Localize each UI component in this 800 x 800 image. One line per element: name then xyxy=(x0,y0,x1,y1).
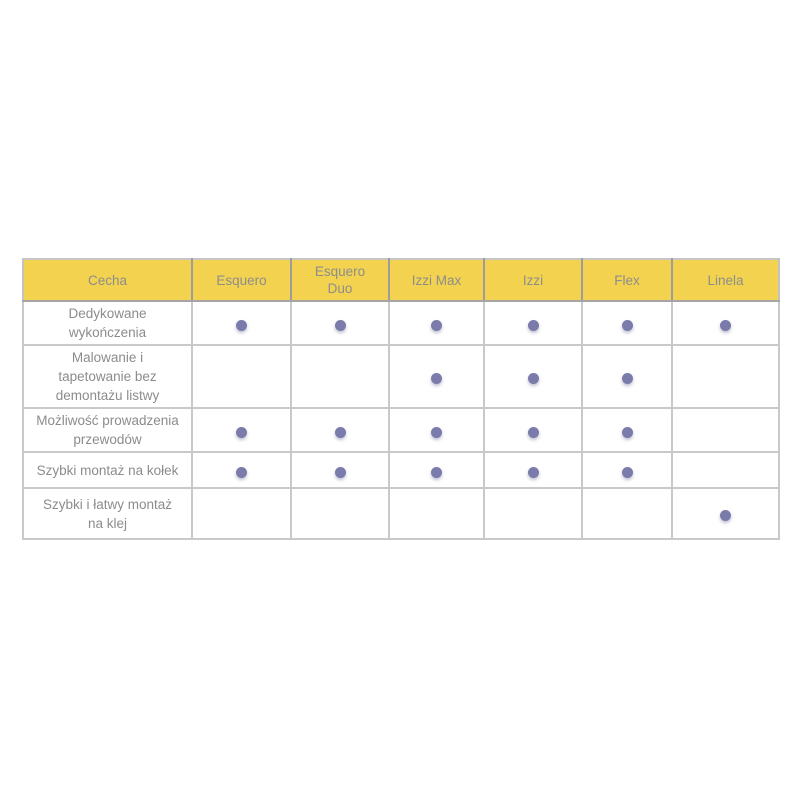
product-column-header: Izzi xyxy=(483,258,583,302)
feature-empty-cell xyxy=(290,487,390,540)
header-row: Cecha Esquero Esquero Duo Izzi Max Izzi Flex L… xyxy=(22,258,780,302)
feature-dot-icon xyxy=(334,426,346,438)
feature-empty-cell xyxy=(671,344,780,409)
feature-empty-cell xyxy=(671,407,780,453)
feature-dot-icon xyxy=(431,466,442,478)
feature-dot-icon xyxy=(334,466,346,478)
product-column-header: Izzi Max xyxy=(388,258,485,302)
table-row: Szybki montaż na kołek xyxy=(22,451,780,489)
table-body: Dedykowane wykończenia Malowanie i tapeto… xyxy=(22,300,780,540)
feature-dot-icon xyxy=(621,466,633,478)
feature-column-header: Cecha xyxy=(22,258,193,302)
table-row: Malowanie i tapetowanie bez demontażu li… xyxy=(22,344,780,409)
feature-available-cell xyxy=(191,451,292,489)
feature-empty-cell xyxy=(671,451,780,489)
feature-dot-icon xyxy=(621,319,633,331)
feature-available-cell xyxy=(388,407,485,453)
table-row: Możliwość prowadzenia przewodów xyxy=(22,407,780,453)
feature-dot-icon xyxy=(236,426,247,438)
feature-comparison-table: Cecha Esquero Esquero Duo Izzi Max Izzi Flex L… xyxy=(22,258,780,540)
feature-available-cell xyxy=(483,344,583,409)
feature-name-cell: Szybki montaż na kołek xyxy=(22,451,193,489)
feature-available-cell xyxy=(388,451,485,489)
feature-empty-cell xyxy=(388,487,485,540)
feature-name-cell: Dedykowane wykończenia xyxy=(22,300,193,346)
feature-empty-cell xyxy=(191,344,292,409)
feature-dot-icon xyxy=(431,373,442,385)
feature-available-cell xyxy=(191,407,292,453)
feature-available-cell xyxy=(483,300,583,346)
feature-dot-icon xyxy=(720,319,731,331)
feature-dot-icon xyxy=(621,426,633,438)
feature-empty-cell xyxy=(191,487,292,540)
feature-dot-icon xyxy=(621,373,633,385)
feature-dot-icon xyxy=(527,319,539,331)
feature-dot-icon xyxy=(527,466,539,478)
feature-empty-cell xyxy=(290,344,390,409)
feature-dot-icon xyxy=(431,426,442,438)
product-column-header: Linela xyxy=(671,258,780,302)
feature-available-cell xyxy=(290,407,390,453)
feature-dot-icon xyxy=(431,319,442,331)
feature-available-cell xyxy=(290,451,390,489)
feature-available-cell xyxy=(290,300,390,346)
feature-available-cell xyxy=(581,300,673,346)
feature-dot-icon xyxy=(720,510,731,522)
table-row: Dedykowane wykończenia xyxy=(22,300,780,346)
table-header: Cecha Esquero Esquero Duo Izzi Max Izzi Flex L… xyxy=(22,258,780,302)
feature-available-cell xyxy=(483,451,583,489)
feature-available-cell xyxy=(191,300,292,346)
feature-available-cell xyxy=(581,451,673,489)
feature-name-cell: Możliwość prowadzenia przewodów xyxy=(22,407,193,453)
feature-dot-icon xyxy=(527,426,539,438)
feature-dot-icon xyxy=(236,466,247,478)
feature-available-cell xyxy=(483,407,583,453)
feature-available-cell xyxy=(671,300,780,346)
feature-empty-cell xyxy=(581,487,673,540)
feature-name-cell: Malowanie i tapetowanie bez demontażu li… xyxy=(22,344,193,409)
feature-available-cell xyxy=(581,407,673,453)
feature-dot-icon xyxy=(236,319,247,331)
feature-dot-icon xyxy=(334,319,346,331)
feature-empty-cell xyxy=(483,487,583,540)
feature-available-cell xyxy=(671,487,780,540)
feature-available-cell xyxy=(388,300,485,346)
feature-name-cell: Szybki i łatwy montaż na klej xyxy=(22,487,193,540)
product-column-header: Esquero Duo xyxy=(290,258,390,302)
feature-available-cell xyxy=(581,344,673,409)
feature-available-cell xyxy=(388,344,485,409)
product-column-header: Flex xyxy=(581,258,673,302)
product-column-header: Esquero xyxy=(191,258,292,302)
feature-dot-icon xyxy=(527,373,539,385)
table-row: Szybki i łatwy montaż na klej xyxy=(22,487,780,540)
